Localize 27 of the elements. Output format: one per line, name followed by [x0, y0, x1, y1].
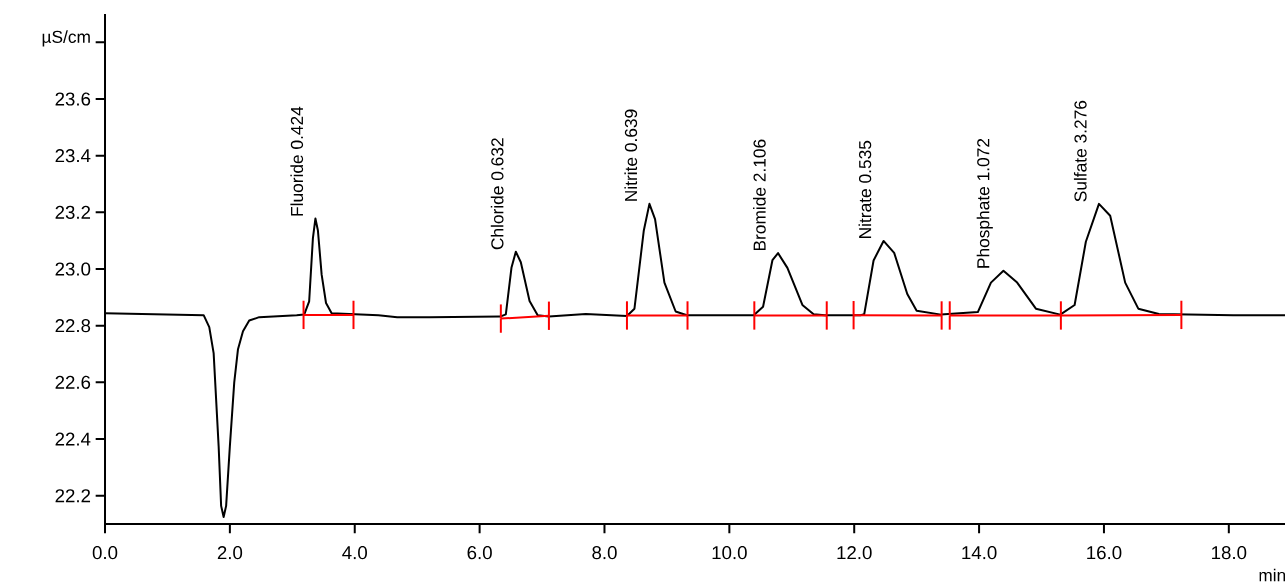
y-tick-label: 22.4 — [55, 432, 91, 446]
y-tick-label: 22.8 — [55, 319, 91, 333]
x-tick-label: 0.0 — [92, 546, 118, 560]
annotation: Fluoride 0.424 — [290, 106, 304, 216]
y-tick-label: 23.4 — [55, 149, 91, 163]
y-tick-label: 23.2 — [55, 205, 91, 219]
x-tick-label: 12.0 — [837, 546, 872, 560]
annotation: Bromide 2.106 — [753, 139, 766, 251]
x-tick-label: 18.0 — [1212, 546, 1247, 560]
annotation: Phosphate 1.072 — [976, 138, 993, 268]
y-axis-title: µS/cm — [42, 30, 90, 47]
annotation: Nitrite 0.639 — [624, 109, 638, 201]
x-tick-label: 16.0 — [1087, 546, 1122, 560]
x-tick-label: 8.0 — [592, 546, 617, 560]
y-tick-label: 23.6 — [55, 92, 91, 106]
y-tick-label: 22.6 — [55, 375, 91, 389]
annotation: Sulfate 3.276 — [1073, 100, 1087, 202]
y-tick-label: 23.0 — [55, 262, 91, 276]
x-tick-label: 2.0 — [217, 546, 243, 560]
x-tick-label: 6.0 — [467, 546, 492, 560]
x-tick-label: 4.0 — [342, 546, 367, 560]
annotation: Chloride 0.632 — [490, 138, 504, 250]
annotation: Nitrate 0.535 — [858, 140, 872, 238]
x-tick-label: 10.0 — [712, 546, 747, 560]
x-tick-label: 14.0 — [962, 546, 997, 560]
y-tick-label: 22.2 — [55, 489, 91, 503]
x-axis-title: min — [1259, 568, 1285, 582]
